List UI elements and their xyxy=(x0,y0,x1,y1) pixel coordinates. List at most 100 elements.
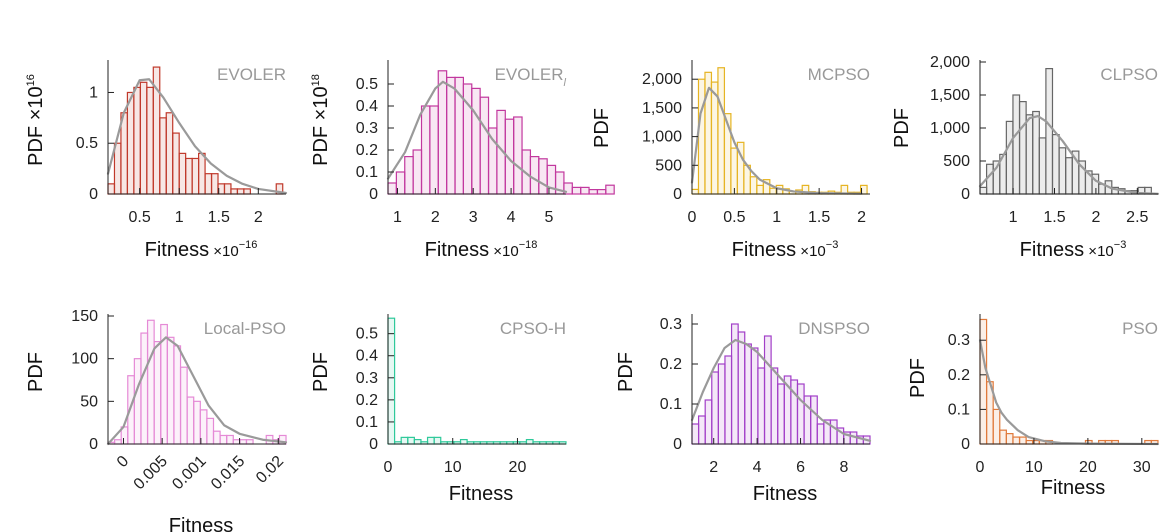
x-tick-label: 0 xyxy=(114,453,132,471)
histogram-bar xyxy=(243,188,251,195)
x-tick-label: 1 xyxy=(175,209,184,226)
histogram-bar xyxy=(697,415,706,445)
histogram-bar xyxy=(133,358,142,445)
y-tick-label: 0.3 xyxy=(356,120,378,137)
histogram-bar xyxy=(770,367,779,445)
y-tick-label: 50 xyxy=(80,393,98,410)
histogram-bar xyxy=(146,86,154,195)
y-tick-label: 0.5 xyxy=(356,76,378,93)
histogram-bar xyxy=(769,187,777,195)
histogram-bar xyxy=(433,436,442,445)
y-tick-label: 0.5 xyxy=(76,135,98,152)
histogram-bar xyxy=(1012,436,1021,445)
histogram-bar xyxy=(113,142,122,195)
x-axis-label: Fitness ×10−18 xyxy=(425,239,538,261)
histogram-bar xyxy=(204,173,213,195)
histogram-bar xyxy=(212,430,221,445)
x-tick-label: 0.5 xyxy=(723,209,745,226)
histogram-bar xyxy=(704,399,713,445)
histogram-bar xyxy=(1025,439,1034,445)
y-tick-label: 1,000 xyxy=(930,120,970,137)
x-tick-label: 0.02 xyxy=(253,453,287,487)
histogram-bar xyxy=(191,157,200,195)
y-tick-label: 0.5 xyxy=(356,326,378,343)
histogram-bar xyxy=(1005,120,1014,195)
histogram-bar xyxy=(426,436,435,445)
histogram-bar xyxy=(245,439,254,445)
histogram-bar xyxy=(749,176,758,195)
histogram-bar xyxy=(1005,433,1014,445)
y-tick-label: 0.3 xyxy=(660,316,682,333)
histogram-bar xyxy=(387,317,396,445)
y-tick-label: 2,000 xyxy=(642,71,682,88)
x-axis-label: Fitness xyxy=(449,483,513,505)
histogram-bar xyxy=(529,156,540,195)
y-tick-label: 0.4 xyxy=(356,98,378,115)
y-tick-label: 0.1 xyxy=(660,396,682,413)
histogram-bar xyxy=(140,332,149,445)
histogram-bar xyxy=(979,318,988,445)
histogram-bar xyxy=(178,152,187,195)
y-axis-label: PDF xyxy=(310,352,332,392)
histogram-bar xyxy=(429,105,439,195)
histogram-bar xyxy=(185,157,193,195)
histogram-bar xyxy=(1032,110,1040,195)
panel-1: 0 0.5 1 0.5 1 1.5 2 EVOLER Fitness ×10−16 PDF ×10… xyxy=(25,60,288,261)
histogram-bar xyxy=(1018,436,1027,445)
histogram-bar xyxy=(691,188,700,195)
histogram-bar xyxy=(412,149,423,195)
histogram-bars xyxy=(107,66,284,195)
y-tick-label: 0.2 xyxy=(948,367,970,384)
x-tick-label: 2.5 xyxy=(1126,209,1148,226)
y-tick-label: 1,500 xyxy=(930,87,970,104)
panel-title: MCPSO xyxy=(808,65,870,84)
histogram-bar xyxy=(413,438,422,445)
y-tick-label: 0.4 xyxy=(356,348,378,365)
histogram-bar xyxy=(219,434,228,445)
y-axis-label: PDF xyxy=(25,352,47,392)
histogram-bar xyxy=(717,67,726,195)
histogram-bar xyxy=(153,341,162,445)
x-tick-label: 4 xyxy=(753,459,762,476)
y-tick-label: 0 xyxy=(369,186,378,203)
y-axis-label: PDF xyxy=(591,108,613,148)
panel-6: 0 0.1 0.2 0.3 0.4 0.5 0 10 20 CPSO-H Fitness PDF xyxy=(310,314,567,505)
panel-3: 0 500 1,000 1,500 2,000 0 0.5 1 1.5 2 MCPSO Fitness… xyxy=(591,60,870,261)
histogram-bar xyxy=(710,81,719,195)
x-tick-label: 1.5 xyxy=(808,209,830,226)
y-tick-label: 1,000 xyxy=(642,129,682,146)
y-tick-label: 1 xyxy=(89,84,98,101)
x-tick-label: 2 xyxy=(857,209,866,226)
x-tick-label: 0 xyxy=(688,209,697,226)
fit-curve xyxy=(106,78,288,195)
x-tick-label: 6 xyxy=(796,459,805,476)
histogram-bars xyxy=(979,67,1152,195)
x-tick-label: 30 xyxy=(1133,459,1151,476)
histogram-bar xyxy=(133,86,141,195)
histogram-bar xyxy=(179,366,188,445)
histogram-bars xyxy=(691,67,868,195)
x-tick-label: 0.015 xyxy=(208,453,248,493)
histogram-bar xyxy=(471,87,481,195)
histogram-bar xyxy=(979,186,988,195)
x-tick-label: 1.5 xyxy=(208,209,230,226)
histogram-bar xyxy=(186,396,195,445)
y-tick-label: 1,500 xyxy=(642,100,682,117)
y-tick-label: 150 xyxy=(71,308,98,325)
x-tick-label: 0 xyxy=(384,459,393,476)
histogram-bar xyxy=(210,173,219,195)
panel-title: PSO xyxy=(1122,319,1158,338)
histogram-bar xyxy=(750,347,759,445)
histogram-bar xyxy=(525,438,534,445)
x-tick-label: 10 xyxy=(1025,459,1043,476)
x-tick-label: 2 xyxy=(709,459,718,476)
histogram-bars xyxy=(691,323,871,445)
histogram-bar xyxy=(829,419,838,445)
histogram-bar xyxy=(816,423,825,445)
x-tick-label: 10 xyxy=(444,459,462,476)
y-tick-label: 0.1 xyxy=(356,414,378,431)
histogram-bar xyxy=(226,434,234,445)
panel-title: CPSO-H xyxy=(500,319,566,338)
x-tick-label: 1 xyxy=(393,209,402,226)
